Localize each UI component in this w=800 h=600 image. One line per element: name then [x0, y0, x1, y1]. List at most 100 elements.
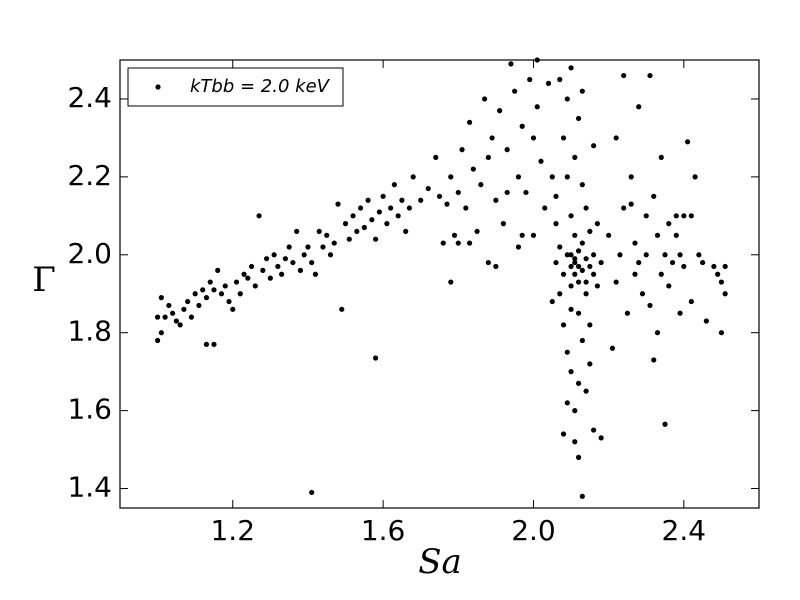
- point: [365, 197, 371, 203]
- point: [226, 298, 232, 305]
- point: [564, 252, 570, 258]
- point: [568, 252, 574, 258]
- point: [373, 236, 379, 242]
- point: [493, 197, 499, 203]
- point: [527, 76, 533, 83]
- point: [342, 221, 349, 227]
- point: [564, 349, 570, 355]
- point: [181, 306, 187, 312]
- point: [647, 302, 653, 309]
- point: [643, 213, 649, 219]
- point: [591, 143, 597, 149]
- point: [350, 213, 356, 219]
- point: [568, 263, 574, 270]
- point: [587, 263, 593, 270]
- point: [444, 201, 450, 207]
- point: [606, 232, 612, 238]
- point: [647, 72, 653, 79]
- point: [583, 388, 589, 394]
- point: [568, 213, 574, 219]
- x-axis-label: Sa: [418, 542, 462, 582]
- point: [455, 240, 461, 246]
- point: [331, 240, 337, 246]
- point: [557, 291, 563, 297]
- point: [658, 154, 664, 160]
- point: [639, 291, 646, 297]
- point: [523, 189, 529, 196]
- y-tick-label: 2.0: [67, 237, 112, 270]
- point: [188, 314, 195, 320]
- point: [591, 427, 597, 433]
- point: [466, 240, 473, 246]
- point: [354, 228, 360, 235]
- point: [579, 493, 585, 499]
- point: [549, 298, 555, 305]
- point: [166, 302, 172, 309]
- point: [572, 154, 578, 160]
- point: [530, 232, 537, 238]
- point: [418, 197, 424, 203]
- point: [493, 263, 499, 270]
- point: [279, 271, 285, 277]
- point: [260, 267, 266, 273]
- point: [632, 240, 638, 246]
- point: [309, 489, 315, 496]
- y-tick-label: 1.4: [67, 471, 112, 504]
- point: [643, 252, 649, 258]
- point: [515, 174, 522, 180]
- point: [267, 275, 273, 281]
- point: [572, 259, 578, 266]
- point: [673, 232, 679, 238]
- point: [305, 244, 311, 250]
- point: [222, 283, 228, 289]
- point: [591, 252, 597, 258]
- point: [703, 318, 709, 324]
- point: [373, 355, 379, 361]
- point: [316, 228, 322, 235]
- point: [568, 306, 574, 312]
- point: [478, 182, 484, 188]
- point: [572, 439, 578, 445]
- point: [294, 228, 300, 235]
- y-tick-label: 1.8: [67, 315, 112, 348]
- point: [519, 232, 525, 238]
- point: [681, 263, 687, 270]
- point: [218, 291, 225, 297]
- point: [263, 256, 270, 262]
- point: [207, 279, 213, 285]
- point: [158, 330, 164, 336]
- point: [692, 174, 698, 180]
- point: [395, 213, 401, 219]
- point: [718, 279, 725, 285]
- point: [324, 232, 330, 238]
- point: [688, 298, 694, 305]
- point: [215, 267, 221, 273]
- point: [579, 88, 585, 94]
- point: [575, 263, 582, 270]
- point: [203, 295, 210, 301]
- point: [230, 306, 236, 312]
- point: [297, 267, 304, 273]
- y-tick-label: 2.4: [67, 81, 112, 114]
- point: [587, 322, 593, 328]
- point: [632, 271, 638, 277]
- point: [715, 271, 721, 277]
- point: [534, 104, 540, 110]
- point: [583, 256, 589, 262]
- point: [290, 259, 296, 266]
- point: [346, 236, 352, 242]
- point: [587, 228, 593, 235]
- point: [654, 330, 661, 336]
- point: [568, 369, 574, 375]
- legend-marker: [155, 84, 161, 90]
- point: [583, 279, 589, 285]
- point: [579, 240, 585, 246]
- point: [504, 147, 510, 153]
- y-tick-label: 2.2: [67, 159, 112, 192]
- point: [211, 287, 217, 293]
- point: [376, 209, 382, 215]
- point: [391, 182, 397, 188]
- point: [718, 330, 725, 336]
- point: [399, 197, 405, 203]
